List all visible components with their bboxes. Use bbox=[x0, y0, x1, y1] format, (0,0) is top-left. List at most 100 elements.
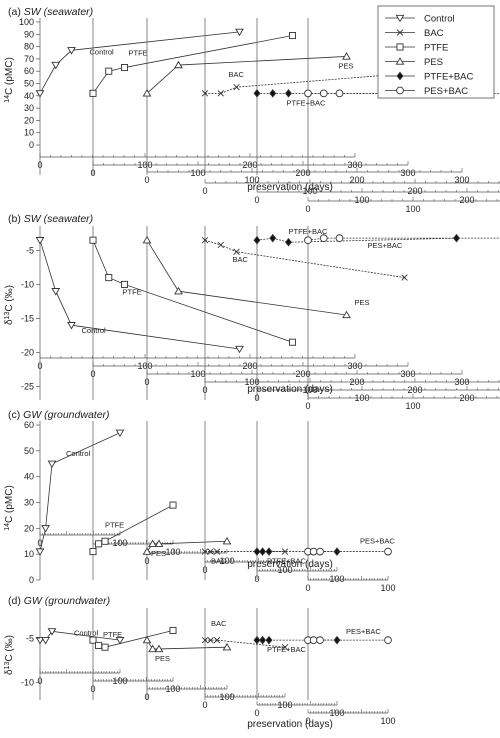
series-line bbox=[39, 31, 240, 94]
legend-label: BAC bbox=[424, 28, 444, 39]
x-tick-label: 0 bbox=[144, 175, 149, 185]
series-label: BAC bbox=[229, 70, 245, 79]
series-line bbox=[39, 432, 121, 552]
data-point bbox=[253, 635, 261, 645]
data-point bbox=[207, 636, 214, 644]
y-tick-label: 10 bbox=[24, 549, 34, 559]
series-pes-plus-bac: 0 100 PES+BAC bbox=[304, 608, 396, 726]
panel-title-italic: GW (groundwater) bbox=[23, 409, 109, 421]
data-point bbox=[201, 237, 209, 244]
data-point bbox=[304, 89, 312, 98]
data-point bbox=[319, 89, 328, 98]
y-tick-label: -10 bbox=[21, 677, 34, 687]
data-point bbox=[169, 501, 177, 509]
series-line bbox=[146, 56, 347, 94]
x-axis-label: preservation (days) bbox=[247, 384, 333, 395]
x-tick-label: 0 bbox=[202, 700, 207, 710]
y-tick-label: 0 bbox=[29, 140, 34, 150]
legend-box bbox=[377, 5, 495, 99]
panel-title: (d) GW (groundwater) bbox=[8, 595, 110, 607]
series-line bbox=[146, 639, 228, 650]
data-point bbox=[51, 288, 61, 296]
data-point bbox=[115, 637, 125, 645]
data-point bbox=[253, 89, 261, 98]
series-line bbox=[92, 240, 293, 343]
x-tick-label: 0 bbox=[37, 676, 42, 686]
series-label: PES+BAC bbox=[346, 627, 381, 636]
series-line bbox=[205, 639, 286, 648]
series-line bbox=[256, 237, 457, 243]
x-tick-label: 0 bbox=[305, 716, 310, 726]
data-point bbox=[41, 637, 50, 645]
series-line bbox=[39, 240, 240, 350]
panel-b: (b) SW (seawater)δ13C (‰)0 100 200 300Contr… bbox=[4, 213, 500, 411]
x-tick-label: 100 bbox=[302, 186, 317, 196]
data-point bbox=[265, 635, 273, 645]
data-point bbox=[201, 548, 209, 555]
data-point bbox=[401, 274, 408, 281]
y-tick-label: 40 bbox=[24, 91, 34, 101]
data-point bbox=[384, 547, 392, 556]
x-tick-label: 100 bbox=[165, 547, 180, 557]
series-pes-plus-bac: 0 100 PES+BAC bbox=[304, 421, 396, 593]
series-label: Control bbox=[74, 628, 99, 637]
data-point bbox=[288, 338, 297, 346]
x-tick-label: 100 bbox=[329, 574, 344, 584]
panel-title-italic: GW (groundwater) bbox=[24, 595, 110, 607]
data-point bbox=[335, 89, 344, 98]
data-point bbox=[51, 61, 61, 70]
panel-title: (b) SW (seawater) bbox=[8, 213, 93, 225]
data-point bbox=[285, 89, 292, 98]
y-tick-label: -25 bbox=[21, 381, 34, 391]
data-point bbox=[235, 345, 244, 354]
legend-item-bac: BAC bbox=[385, 28, 444, 39]
data-point bbox=[316, 547, 324, 556]
x-tick-label: 0 bbox=[202, 186, 207, 196]
panel-title-italic: SW (seawater) bbox=[24, 213, 93, 225]
data-point bbox=[384, 636, 392, 645]
legend-label: PTFE bbox=[424, 43, 448, 54]
data-point bbox=[142, 547, 152, 555]
legend-marker bbox=[396, 29, 404, 36]
legend: Control BAC PTFE PES PTFE+BAC PES+BAC bbox=[377, 5, 495, 99]
legend-item-ptfe: PTFE bbox=[385, 43, 448, 54]
panel-d: (d) GW (groundwater) δ13C (‰) 0 100 Control -… bbox=[4, 595, 396, 730]
data-point bbox=[222, 536, 232, 545]
series-line bbox=[92, 35, 293, 94]
legend-item-ptfe-plus-bac: PTFE+BAC bbox=[385, 72, 473, 83]
y-axis-label: 14C (pMC) bbox=[4, 485, 16, 531]
data-point bbox=[67, 322, 76, 330]
data-point bbox=[213, 548, 221, 555]
legend-label: Control bbox=[424, 14, 455, 25]
data-point bbox=[201, 90, 209, 97]
data-point bbox=[120, 63, 129, 72]
data-point bbox=[213, 636, 221, 644]
data-point bbox=[142, 89, 152, 97]
data-point bbox=[67, 47, 76, 55]
data-point bbox=[115, 429, 125, 438]
x-tick-label: 100 bbox=[405, 204, 420, 214]
x-tick-label: 0 bbox=[37, 361, 42, 371]
series-line bbox=[146, 239, 347, 316]
x-tick-label: 100 bbox=[380, 716, 395, 726]
data-point bbox=[154, 644, 164, 653]
y-tick-label: 50 bbox=[24, 79, 34, 89]
y-tick-label: -20 bbox=[21, 347, 34, 357]
data-point bbox=[120, 280, 129, 288]
x-tick-label: 200 bbox=[407, 186, 422, 196]
data-point bbox=[105, 274, 113, 282]
legend-label: PES+BAC bbox=[424, 86, 468, 97]
x-axis-label: preservation (days) bbox=[247, 719, 333, 730]
y-tick-label: 10 bbox=[24, 128, 34, 138]
data-point bbox=[281, 548, 289, 555]
data-point bbox=[288, 32, 297, 40]
y-axis-label: 14C (pMC) bbox=[4, 57, 16, 103]
data-point bbox=[281, 644, 289, 651]
y-tick-label: 30 bbox=[24, 498, 34, 508]
data-point bbox=[207, 548, 214, 555]
